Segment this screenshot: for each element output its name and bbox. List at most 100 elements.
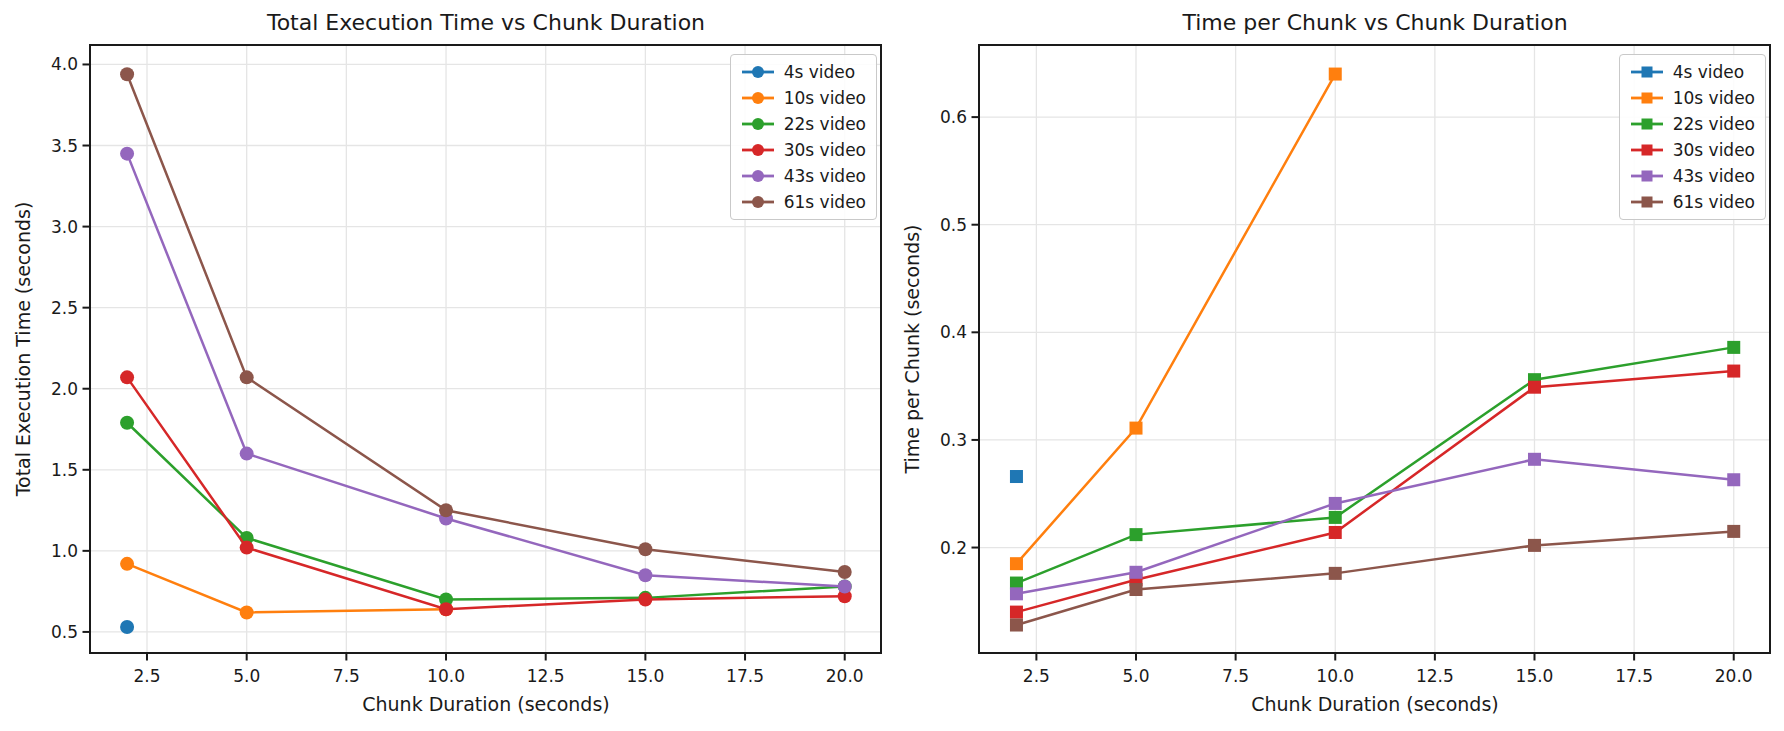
series-marker [120,67,134,81]
legend-item-label: 4s video [784,62,856,82]
series-43s-video [1010,453,1740,601]
legend-circle-marker-icon [741,168,775,184]
series-marker [1010,619,1023,632]
legend-item-label: 30s video [1673,140,1755,160]
legend-sample-marker [752,170,764,182]
legend-item: 10s video [741,87,866,109]
legend-sample-marker [752,92,764,104]
legend-item-label: 61s video [784,192,866,212]
x-tick-label: 7.5 [1222,666,1249,686]
series-4s-video [1010,470,1023,483]
legend-square-marker-icon [1630,142,1664,158]
series-marker [1010,587,1023,600]
legend-square-marker-icon [1630,168,1664,184]
y-tick-label: 4.0 [51,54,78,74]
series-marker [120,370,134,384]
series-line [127,377,845,609]
series-marker [1329,511,1342,524]
legend-sample-marker [1641,197,1652,208]
legend-item-label: 10s video [1673,88,1755,108]
legend-item: 10s video [1630,87,1755,109]
series-marker [1010,557,1023,570]
legend-sample-marker [752,196,764,208]
series-line [127,423,845,600]
x-tick-label: 10.0 [1316,666,1354,686]
legend-item: 43s video [1630,165,1755,187]
series-marker [240,370,254,384]
right-chart-y-axis-label: Time per Chunk (seconds) [901,224,923,473]
series-marker [439,503,453,517]
legend-circle-marker-icon [741,142,775,158]
series-marker [120,147,134,161]
legend-circle-marker-icon [741,116,775,132]
series-line [1016,531,1733,625]
legend-item-label: 22s video [784,114,866,134]
right-chart-legend: 4s video 10s video 22s video 30s video 43s v… [1619,54,1766,220]
x-tick-label: 12.5 [527,666,565,686]
x-tick-label: 17.5 [726,666,764,686]
legend-item-label: 10s video [784,88,866,108]
series-marker [120,557,134,571]
legend-circle-marker-icon [741,194,775,210]
y-tick-label: 0.4 [940,322,967,342]
legend-sample-marker [1641,145,1652,156]
y-tick-label: 2.5 [51,298,78,318]
series-marker [1130,422,1143,435]
y-tick-label: 0.3 [940,430,967,450]
x-tick-label: 7.5 [333,666,360,686]
series-marker [1010,606,1023,619]
legend-circle-marker-icon [741,90,775,106]
legend-sample-marker [1641,171,1652,182]
x-tick-label: 20.0 [1715,666,1753,686]
y-tick-label: 1.5 [51,460,78,480]
x-tick-label: 17.5 [1615,666,1653,686]
legend-item: 4s video [1630,61,1755,83]
y-tick-label: 3.0 [51,217,78,237]
legend-item: 61s video [741,191,866,213]
series-marker [1329,68,1342,81]
x-tick-label: 5.0 [1122,666,1149,686]
legend-sample-marker [1641,119,1652,130]
x-tick-label: 12.5 [1416,666,1454,686]
series-10s-video [120,557,453,620]
series-marker [1727,473,1740,486]
series-marker [638,592,652,606]
series-marker [1329,497,1342,510]
left-chart-title: Total Execution Time vs Chunk Duration [267,10,705,36]
legend-item-label: 43s video [784,166,866,186]
legend-item: 43s video [741,165,866,187]
left-chart-x-axis-label: Chunk Duration (seconds) [362,693,609,715]
series-marker [1727,341,1740,354]
y-tick-label: 0.5 [51,622,78,642]
x-tick-label: 20.0 [826,666,864,686]
legend-item: 4s video [741,61,866,83]
right-chart-title: Time per Chunk vs Chunk Duration [1182,10,1567,36]
legend-sample-marker [1641,67,1652,78]
legend-square-marker-icon [1630,116,1664,132]
y-tick-label: 0.5 [940,215,967,235]
right-chart-x-axis-label: Chunk Duration (seconds) [1251,693,1498,715]
legend-square-marker-icon [1630,194,1664,210]
series-marker [240,541,254,555]
legend-square-marker-icon [1630,64,1664,80]
y-tick-label: 1.0 [51,541,78,561]
legend-item-label: 43s video [1673,166,1755,186]
series-10s-video [1010,68,1342,571]
x-tick-label: 15.0 [626,666,664,686]
series-marker [1727,365,1740,378]
series-marker [1329,526,1342,539]
y-tick-label: 0.2 [940,538,967,558]
series-marker [1329,567,1342,580]
series-marker [838,580,852,594]
y-tick-label: 0.6 [940,107,967,127]
series-marker [1130,583,1143,596]
legend-circle-marker-icon [741,64,775,80]
series-line [1016,459,1733,594]
legend-square-marker-icon [1630,90,1664,106]
x-tick-label: 5.0 [233,666,260,686]
series-marker [1528,381,1541,394]
figure-canvas: 2.55.07.510.012.515.017.520.00.51.01.52.… [0,0,1784,731]
series-marker [1130,566,1143,579]
legend-item-label: 22s video [1673,114,1755,134]
series-marker [638,542,652,556]
